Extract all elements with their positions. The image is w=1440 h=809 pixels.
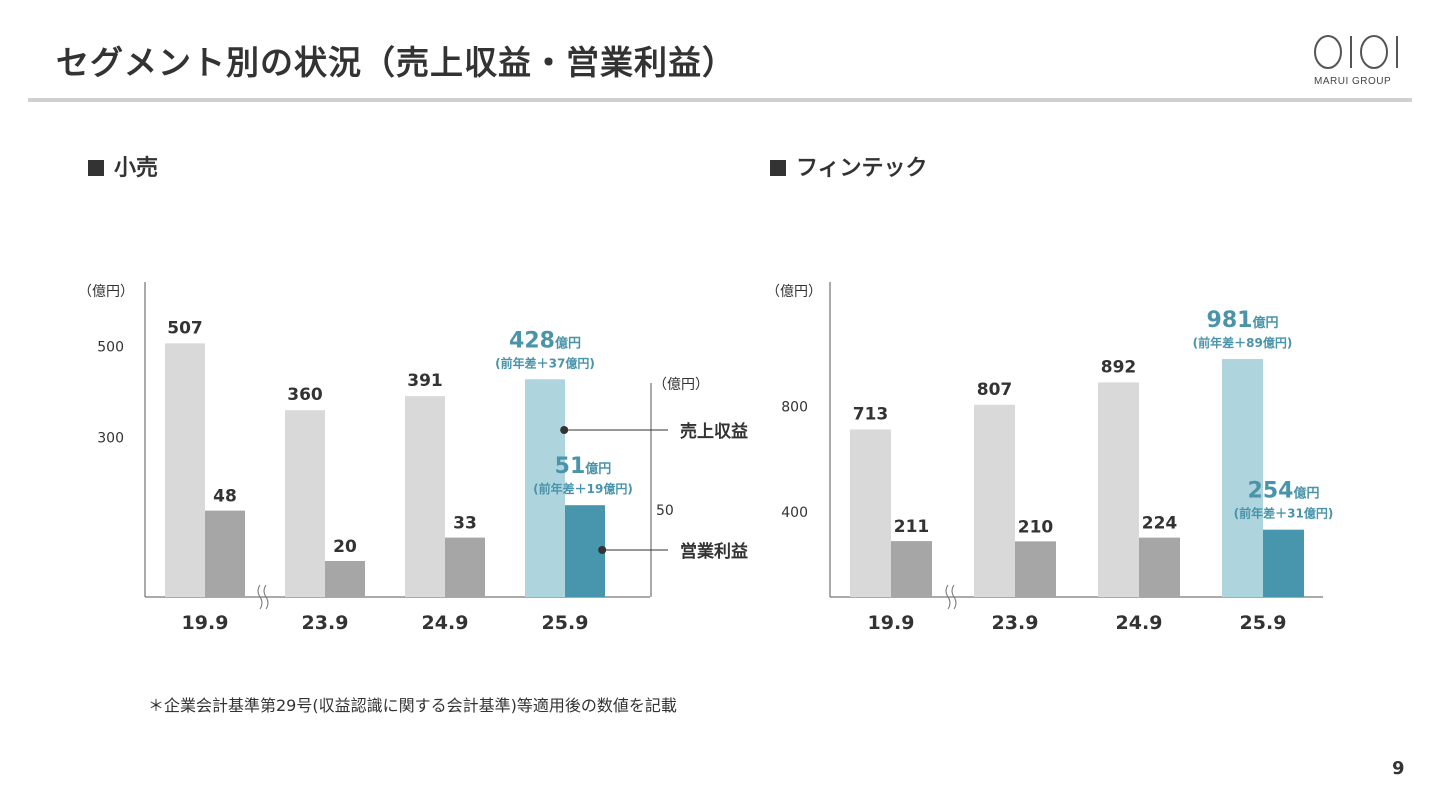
highlight-value: 981	[1207, 308, 1253, 333]
axis-break-icon	[945, 584, 951, 610]
retail-chart: （億円） 300 500 19.9 507 48 23.9 360 20 24.9 391 33 25.…	[78, 282, 748, 634]
legend-label-revenue: 売上収益	[680, 421, 748, 442]
bar-revenue	[405, 396, 445, 597]
axis-break-icon	[263, 584, 269, 610]
section-title-fintech-text: フィンテック	[796, 156, 928, 181]
y-tick-label: 300	[97, 430, 124, 446]
data-label-revenue: 360	[287, 385, 323, 405]
x-tick-label: 25.9	[542, 612, 589, 634]
fintech-chart: （億円） 400 800 19.9 713 211 23.9 807 210 24.9 892 224…	[766, 282, 1334, 634]
right-axis-unit: （億円）	[653, 377, 709, 393]
bar-revenue	[1222, 359, 1263, 597]
bar-profit	[1015, 541, 1056, 597]
bar-revenue	[165, 343, 205, 597]
section-bullet-icon	[770, 160, 786, 176]
highlight-unit: 億円	[1252, 315, 1278, 331]
revenue-yoy-diff: (前年差＋37億円)	[495, 355, 595, 370]
highlight-unit: 億円	[1293, 486, 1319, 502]
marui-group-logo: MARUI GROUP	[1300, 30, 1420, 90]
bar-profit	[1263, 529, 1304, 597]
data-label-profit-highlight: 51億円	[555, 454, 612, 479]
y-axis-unit: （億円）	[78, 284, 134, 300]
bar-profit	[205, 510, 245, 597]
bar-profit	[891, 541, 932, 597]
data-label-revenue: 391	[407, 371, 443, 391]
legend-label-profit: 営業利益	[680, 541, 748, 562]
bar-revenue	[285, 410, 325, 597]
section-bullet-icon	[88, 160, 104, 176]
bar-profit	[325, 561, 365, 597]
page-number: 9	[1392, 758, 1405, 779]
profit-yoy-diff: (前年差＋19億円)	[533, 481, 633, 496]
data-label-profit: 210	[1018, 517, 1054, 537]
logo-o-right	[1360, 35, 1388, 69]
highlight-unit: 億円	[585, 461, 611, 477]
bar-revenue	[525, 379, 565, 597]
revenue-yoy-diff: (前年差＋89億円)	[1193, 335, 1293, 350]
profit-yoy-diff: (前年差＋31億円)	[1234, 506, 1334, 521]
page-title: セグメント別の状況（売上収益・営業利益）	[56, 43, 736, 82]
y-tick-label: 400	[781, 505, 808, 521]
data-label-revenue-highlight: 981億円	[1207, 308, 1279, 333]
bar-revenue	[974, 404, 1015, 597]
y-axis-unit: （億円）	[766, 284, 822, 300]
x-tick-label: 23.9	[992, 612, 1039, 634]
axis-break-icon	[951, 584, 957, 610]
data-label-profit: 211	[894, 517, 930, 537]
data-label-revenue: 507	[167, 318, 203, 338]
highlight-value: 254	[1248, 479, 1294, 504]
data-label-revenue: 713	[853, 404, 889, 424]
bar-profit	[565, 505, 605, 597]
data-label-profit: 224	[1142, 514, 1178, 534]
highlight-value: 428	[509, 328, 555, 353]
data-label-profit: 48	[213, 487, 237, 507]
x-tick-label: 24.9	[422, 612, 469, 634]
title-divider	[28, 98, 1412, 102]
y-tick-label: 800	[781, 400, 808, 416]
bar-profit	[445, 537, 485, 597]
axis-break-icon	[257, 584, 263, 610]
x-tick-label: 24.9	[1116, 612, 1163, 634]
x-tick-label: 25.9	[1240, 612, 1287, 634]
x-tick-label: 19.9	[868, 612, 915, 634]
logo-o-left	[1314, 35, 1342, 69]
x-tick-label: 19.9	[182, 612, 229, 634]
y-tick-label: 500	[97, 340, 124, 356]
data-label-profit: 20	[333, 537, 357, 557]
bar-revenue	[1098, 382, 1139, 597]
logo-text: MARUI GROUP	[1314, 76, 1391, 87]
bar-profit	[1139, 537, 1180, 597]
data-label-revenue-highlight: 428億円	[509, 328, 581, 353]
x-tick-label: 23.9	[302, 612, 349, 634]
data-label-revenue: 807	[977, 380, 1013, 400]
section-title-fintech: フィンテック	[770, 150, 928, 182]
bar-revenue	[850, 429, 891, 597]
highlight-value: 51	[555, 454, 586, 479]
section-title-retail: 小売	[88, 150, 158, 182]
data-label-profit-highlight: 254億円	[1248, 479, 1320, 504]
highlight-unit: 億円	[555, 335, 581, 351]
section-title-retail-text: 小売	[114, 156, 159, 181]
right-tick-label: 50	[656, 503, 674, 519]
footnote: ＊企業会計基準第29号(収益認識に関する会計基準)等適用後の数値を記載	[148, 696, 677, 715]
data-label-profit: 33	[453, 514, 477, 534]
data-label-revenue: 892	[1101, 357, 1137, 377]
